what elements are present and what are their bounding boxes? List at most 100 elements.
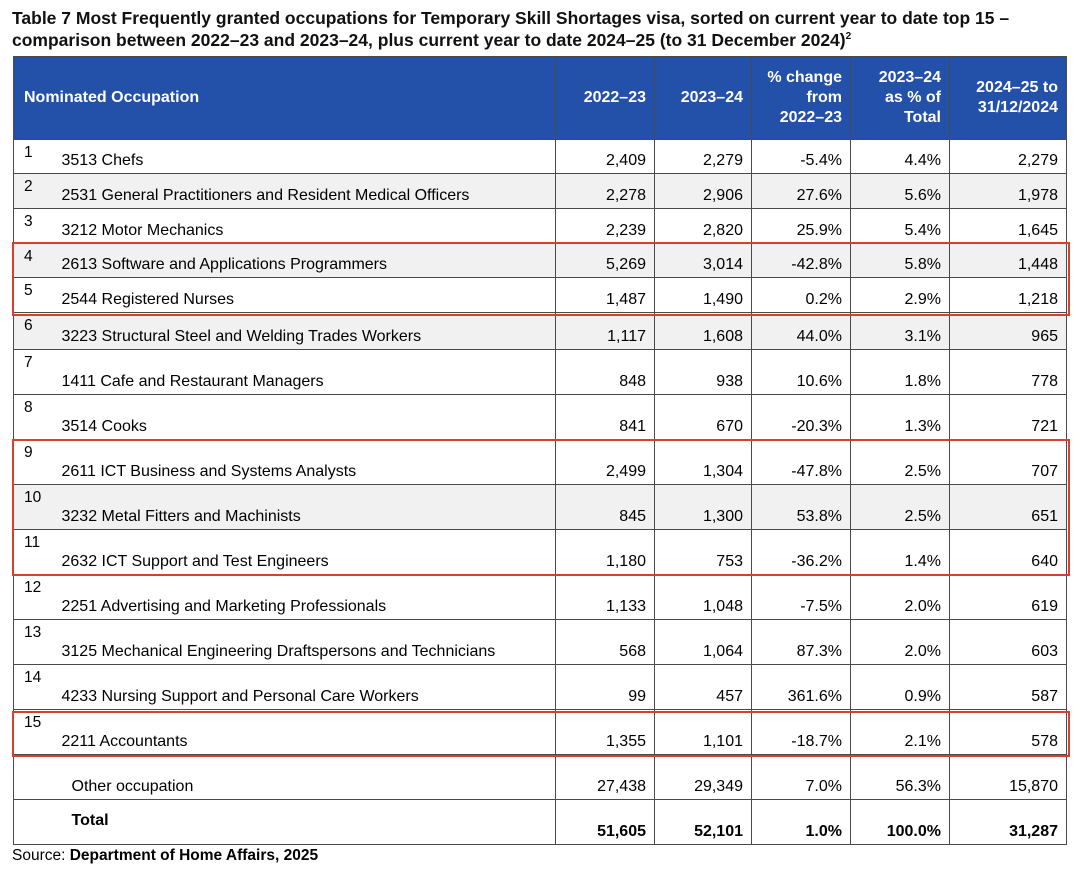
y2023-cell: 2,820 [654,208,752,244]
ytd-cell: 640 [949,529,1067,575]
occupation-cell: 2211 Accountants [61,709,556,755]
table-body: 1 3513 Chefs 2,409 2,279 -5.4% 4.4% 2,279 2 2531… [13,139,1067,845]
occupations-table: Nominated Occupation 2022–23 2023–24 % c… [13,56,1067,845]
pct-total-cell: 3.1% [850,312,950,350]
rank-cell: 12 [13,574,62,620]
ytd-cell: 1,645 [949,208,1067,244]
y2022-cell: 845 [555,484,655,530]
occupation-cell: 1411 Cafe and Restaurant Managers [61,349,556,395]
other-ytd: 15,870 [949,754,1067,800]
y2023-cell: 1,048 [654,574,752,620]
pct-total-cell: 5.4% [850,208,950,244]
y2023-cell: 2,279 [654,139,752,174]
pct-change-cell: 10.6% [751,349,851,395]
occupation-cell: 2613 Software and Applications Programme… [61,243,556,278]
total-pct-total: 100.0% [850,799,950,845]
other-pct-total: 56.3% [850,754,950,800]
pct-change-cell: 0.2% [751,277,851,313]
table-row: 4 2613 Software and Applications Programm… [13,243,1067,278]
pct-change-cell: -42.8% [751,243,851,278]
y2022-cell: 99 [555,664,655,710]
table-row: 13 3125 Mechanical Engineering Draftspers… [13,619,1067,665]
source-text: Department of Home Affairs, 2025 [69,847,319,864]
pct-total-cell: 2.0% [850,574,950,620]
header-pct-change: % change from 2022–23 [751,56,851,140]
y2022-cell: 1,133 [555,574,655,620]
total-ytd: 31,287 [949,799,1067,845]
pct-change-cell: 25.9% [751,208,851,244]
ytd-cell: 778 [949,349,1067,395]
pct-change-cell: 27.6% [751,173,851,209]
other-y2022: 27,438 [555,754,655,800]
table-row: 8 3514 Cooks 841 670 -20.3% 1.3% 721 [13,394,1067,440]
y2023-cell: 457 [654,664,752,710]
table-row: 15 2211 Accountants 1,355 1,101 -18.7% 2.1% 57… [13,709,1067,755]
y2022-cell: 5,269 [555,243,655,278]
occupation-cell: 3232 Metal Fitters and Machinists [61,484,556,530]
source-note: Source: Department of Home Affairs, 2025 [12,847,318,865]
other-y2023: 29,349 [654,754,752,800]
y2023-cell: 1,490 [654,277,752,313]
pct-total-cell: 2.0% [850,619,950,665]
occupation-cell: 3513 Chefs [61,139,556,174]
occupation-cell: 2531 General Practitioners and Resident … [61,173,556,209]
rank-cell: 4 [13,243,62,278]
pct-total-cell: 4.4% [850,139,950,174]
ytd-cell: 707 [949,439,1067,485]
y2022-cell: 841 [555,394,655,440]
pct-total-cell: 1.4% [850,529,950,575]
occupation-cell: 2544 Registered Nurses [61,277,556,313]
pct-change-cell: 361.6% [751,664,851,710]
occupation-cell: 3514 Cooks [61,394,556,440]
ytd-cell: 2,279 [949,139,1067,174]
pct-total-cell: 5.6% [850,173,950,209]
y2023-cell: 1,304 [654,439,752,485]
ytd-cell: 965 [949,312,1067,350]
table-row: 5 2544 Registered Nurses 1,487 1,490 0.2% 2.9… [13,277,1067,313]
footnote-mark: 2 [845,31,852,43]
occupation-cell: 2611 ICT Business and Systems Analysts [61,439,556,485]
pct-change-cell: -5.4% [751,139,851,174]
pct-total-cell: 2.5% [850,484,950,530]
occupation-cell: 3125 Mechanical Engineering Draftsperson… [61,619,556,665]
rank-cell: 2 [13,173,62,209]
y2023-cell: 1,608 [654,312,752,350]
table-row: 2 2531 General Practitioners and Resident… [13,173,1067,209]
pct-change-cell: 53.8% [751,484,851,530]
y2022-cell: 1,355 [555,709,655,755]
table-row: 14 4233 Nursing Support and Personal Care… [13,664,1067,710]
header-ytd: 2024–25 to 31/12/2024 [949,56,1067,140]
ytd-cell: 578 [949,709,1067,755]
ytd-cell: 651 [949,484,1067,530]
pct-change-cell: -7.5% [751,574,851,620]
other-label: Other occupation [61,754,556,800]
ytd-cell: 721 [949,394,1067,440]
y2023-cell: 3,014 [654,243,752,278]
other-row: Other occupation 27,438 29,349 7.0% 56.3% 15,… [13,754,1067,800]
total-row: Total 51,605 52,101 1.0% 100.0% 31,287 [13,799,1067,845]
ytd-cell: 619 [949,574,1067,620]
table-row: 7 1411 Cafe and Restaurant Managers 848 938… [13,349,1067,395]
total-label: Total [61,799,556,845]
rank-cell: 9 [13,439,62,485]
table-row: 6 3223 Structural Steel and Welding Trade… [13,312,1067,350]
ytd-cell: 587 [949,664,1067,710]
rank-cell: 5 [13,277,62,313]
y2023-cell: 1,300 [654,484,752,530]
table-title: Table 7 Most Frequently granted occupati… [12,8,1010,50]
occupation-cell: 3212 Motor Mechanics [61,208,556,244]
rank-cell [13,799,62,845]
ytd-cell: 603 [949,619,1067,665]
rank-cell: 7 [13,349,62,395]
y2022-cell: 848 [555,349,655,395]
y2023-cell: 753 [654,529,752,575]
pct-change-cell: -36.2% [751,529,851,575]
occupation-cell: 2632 ICT Support and Test Engineers [61,529,556,575]
header-2022-23: 2022–23 [555,56,655,140]
rank-cell: 8 [13,394,62,440]
ytd-cell: 1,978 [949,173,1067,209]
pct-total-cell: 1.3% [850,394,950,440]
table-row: 12 2251 Advertising and Marketing Profess… [13,574,1067,620]
rank-cell: 1 [13,139,62,174]
y2023-cell: 1,101 [654,709,752,755]
